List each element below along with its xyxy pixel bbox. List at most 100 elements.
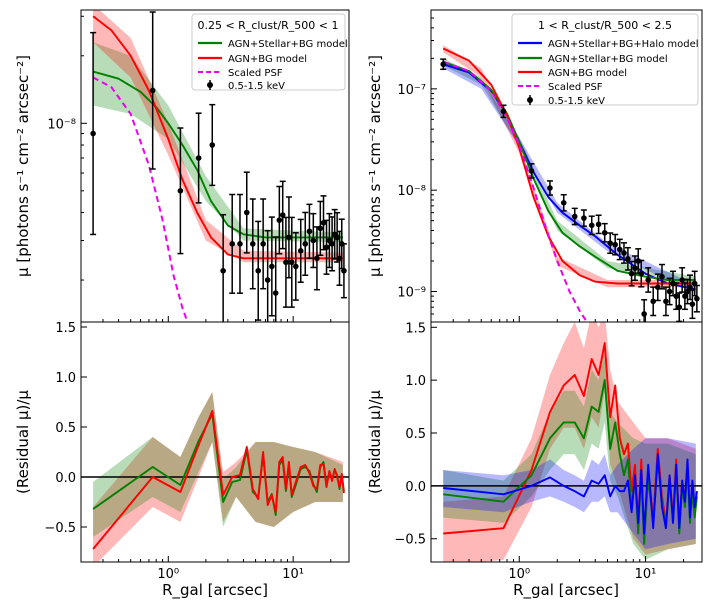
data-point bbox=[588, 215, 595, 236]
bands-left-bottom bbox=[93, 392, 343, 562]
legend-label-psf: Scaled PSF bbox=[228, 68, 283, 79]
y-tick-label: 10⁻⁸ bbox=[397, 184, 426, 199]
legend-label-halo: AGN+Stellar+BG+Halo model bbox=[548, 39, 699, 50]
data-point bbox=[297, 218, 304, 283]
y-tick-label: 1.0 bbox=[55, 371, 76, 386]
data-point bbox=[635, 248, 642, 274]
data-point bbox=[285, 196, 292, 279]
data-point bbox=[282, 216, 289, 308]
data-point bbox=[260, 198, 267, 290]
legend-right-top: 1 < R_clust/R_500 < 2.5 AGN+Stellar+BG+H… bbox=[511, 13, 699, 107]
legend-label-stellar: AGN+Stellar+BG model bbox=[228, 39, 348, 50]
plot-area-left-top bbox=[90, 10, 347, 322]
series-line-agn-stellar-bg-model bbox=[92, 70, 343, 239]
data-point bbox=[177, 127, 184, 255]
data-point bbox=[195, 112, 202, 204]
y-tick-label: 1.5 bbox=[55, 321, 76, 336]
ylabel-right-top: μ [photons s⁻¹ cm⁻² arcsec⁻²] bbox=[366, 55, 384, 277]
legend-left-top: 0.25 < R_clust/R_500 < 1 AGN+Stellar+BG … bbox=[191, 13, 348, 92]
data-point bbox=[264, 229, 271, 322]
data-point bbox=[607, 232, 614, 255]
data-point bbox=[693, 284, 700, 313]
data-point bbox=[272, 236, 279, 322]
panel-right-bottom: 10⁰ 10¹ −0.5 0.0 0.5 1.0 1.5 (Residual μ)/μ R_… bbox=[366, 321, 703, 600]
data-point bbox=[243, 171, 250, 254]
ylabel-left-bottom: (Residual μ)/μ bbox=[14, 390, 32, 494]
legend-label-agn: AGN+BG model bbox=[228, 54, 307, 65]
data-point bbox=[329, 216, 336, 272]
data-point bbox=[628, 260, 635, 287]
plot-area-left-bottom bbox=[81, 392, 349, 562]
data-point bbox=[620, 242, 627, 264]
y-tick-label: −0.5 bbox=[44, 521, 76, 536]
axes-frame-left-bottom bbox=[80, 321, 350, 563]
legend-marker-data bbox=[527, 95, 533, 105]
data-point bbox=[288, 216, 295, 308]
y-tick-label: 0.5 bbox=[55, 421, 76, 436]
data-point bbox=[676, 292, 683, 322]
data-point bbox=[268, 216, 275, 317]
data-point bbox=[276, 185, 283, 255]
points-left-top bbox=[90, 11, 347, 322]
panel-left-top: 10⁻⁸ μ [photons s⁻¹ cm⁻² arcsec⁻²] 0.25 … bbox=[14, 9, 350, 323]
lines-left-top bbox=[92, 15, 343, 322]
plot-area-right-bottom bbox=[431, 322, 702, 562]
data-point bbox=[662, 286, 669, 317]
data-point bbox=[306, 203, 313, 259]
data-point bbox=[229, 193, 236, 294]
y-tick-label: 0.5 bbox=[405, 427, 426, 442]
data-point bbox=[601, 222, 608, 243]
panel-right-top: 10⁻⁹ 10⁻⁸ 10⁻⁷ μ [photons s⁻¹ cm⁻² arcsec⁻… bbox=[366, 9, 703, 323]
data-point bbox=[616, 238, 623, 261]
x-tick-label: 10¹ bbox=[282, 567, 304, 582]
band-agn-bg-model bbox=[93, 10, 343, 263]
data-point bbox=[641, 299, 648, 322]
data-point bbox=[323, 219, 330, 275]
x-tick-label: 10⁰ bbox=[508, 567, 530, 582]
lines-right-bottom bbox=[443, 342, 698, 545]
data-point bbox=[209, 103, 216, 187]
band-agn-stellar-bg-halo-model bbox=[443, 438, 696, 550]
y-tick-label: 1.5 bbox=[405, 321, 426, 336]
data-point bbox=[249, 198, 256, 290]
x-tick-label: 10¹ bbox=[635, 567, 657, 582]
y-tick-label: 1.0 bbox=[405, 374, 426, 389]
data-point bbox=[340, 243, 347, 299]
data-point bbox=[440, 58, 447, 71]
data-point bbox=[580, 209, 587, 227]
legend-title: 1 < R_clust/R_500 < 2.5 bbox=[538, 19, 672, 32]
data-point bbox=[638, 259, 645, 288]
data-point bbox=[313, 226, 320, 291]
ticks-right-top: 10⁻⁹ 10⁻⁸ 10⁻⁷ bbox=[397, 9, 685, 323]
data-point bbox=[279, 180, 286, 250]
legend-label-psf: Scaled PSF bbox=[548, 82, 603, 93]
panel-left-bottom: 10⁰ 10¹ −0.5 0.0 0.5 1.0 1.5 (Residual μ)/μ R_… bbox=[14, 321, 350, 600]
data-point bbox=[90, 31, 97, 236]
data-point bbox=[317, 200, 324, 257]
band-agn-stellar-bg-halo-model bbox=[443, 60, 696, 294]
data-point bbox=[612, 233, 619, 256]
data-point bbox=[500, 104, 507, 119]
legend-label-agn: AGN+BG model bbox=[548, 68, 627, 79]
x-tick-label: 10⁰ bbox=[157, 567, 179, 582]
data-point bbox=[220, 213, 227, 322]
y-tick-label: 10⁻⁷ bbox=[397, 83, 426, 98]
data-point bbox=[320, 195, 327, 251]
data-point bbox=[669, 270, 676, 297]
y-tick-label: 0.0 bbox=[405, 480, 426, 495]
bands-right-bottom bbox=[443, 322, 696, 562]
data-point bbox=[631, 255, 638, 282]
series-line-agn-bg-model bbox=[92, 15, 343, 260]
series-line-scaled-psf bbox=[442, 60, 589, 322]
data-point bbox=[302, 211, 309, 277]
legend-label-data: 0.5-1.5 keV bbox=[228, 81, 285, 92]
legend-box bbox=[511, 13, 699, 106]
data-point bbox=[595, 214, 602, 235]
y-tick-label: 0.0 bbox=[55, 471, 76, 486]
plot-area-right-top bbox=[440, 45, 700, 322]
series-line-agn-bg-model bbox=[92, 410, 345, 550]
y-tick-label: 10⁻⁸ bbox=[47, 117, 76, 132]
lines-left-bottom bbox=[92, 410, 345, 550]
data-point bbox=[689, 289, 696, 320]
data-point bbox=[666, 277, 673, 306]
